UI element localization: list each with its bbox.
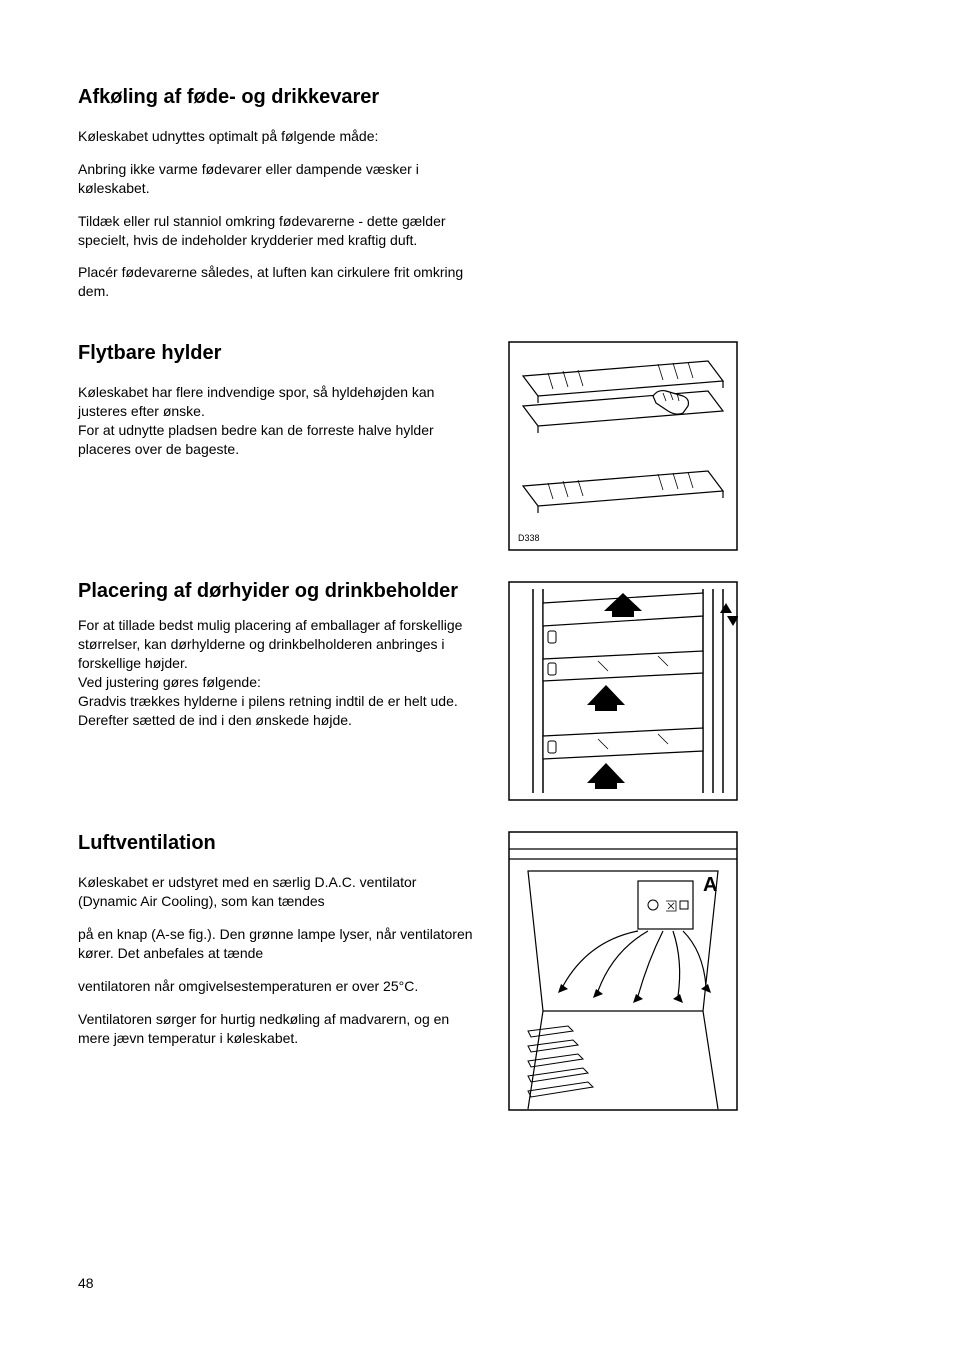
para: på en knap (A-se fig.). Den grønne lampe…	[78, 925, 478, 963]
figure-label-a: A	[703, 874, 717, 896]
para: Ventilatoren sørger for hurtig nedkøling…	[78, 1010, 478, 1048]
para: Placér fødevarerne således, at luften ka…	[78, 263, 478, 301]
para: Køleskabet udnyttes optimalt på følgende…	[78, 127, 478, 146]
door-shelves-diagram-icon	[508, 581, 738, 801]
para: For at tillade bedst mulig placering af …	[78, 616, 478, 673]
para: Anbring ikke varme fødevarer eller dampe…	[78, 160, 478, 198]
text-cooling: Køleskabet udnyttes optimalt på følgende…	[78, 127, 478, 301]
para: Gradvis trækkes hylderne i pilens retnin…	[78, 692, 478, 730]
para: Tildæk eller rul stanniol omkring fødeva…	[78, 212, 478, 250]
heading-door: Placering af dørhyider og drinkbeholder	[78, 581, 478, 602]
page-number: 48	[78, 1275, 94, 1291]
section-cooling: Afkøling af føde- og drikkevarer Køleska…	[78, 85, 876, 301]
para: Køleskabet er udstyret med en særlig D.A…	[78, 873, 478, 911]
figure-shelves: D338	[508, 341, 738, 551]
para: For at udnytte pladsen bedre kan de forr…	[78, 421, 478, 459]
section-door: Placering af dørhyider og drinkbeholder …	[78, 581, 876, 801]
text-ventilation: Luftventilation Køleskabet er udstyret m…	[78, 831, 478, 1111]
shelves-diagram-icon: D338	[508, 341, 738, 551]
para: Ved justering gøres følgende:	[78, 673, 478, 692]
figure-door	[508, 581, 738, 801]
section-shelves: Flytbare hylder Køleskabet har flere ind…	[78, 341, 876, 551]
heading-ventilation: Luftventilation	[78, 831, 478, 855]
figure-label: D338	[518, 533, 540, 543]
para: Køleskabet har flere indvendige spor, så…	[78, 383, 478, 421]
heading-shelves: Flytbare hylder	[78, 341, 478, 365]
text-door: Placering af dørhyider og drinkbeholder …	[78, 581, 478, 801]
para: ventilatoren når omgivelsestemperaturen …	[78, 977, 478, 996]
ventilation-diagram-icon: A	[508, 831, 738, 1111]
section-ventilation: Luftventilation Køleskabet er udstyret m…	[78, 831, 876, 1111]
heading-cooling: Afkøling af føde- og drikkevarer	[78, 85, 876, 109]
figure-ventilation: A	[508, 831, 738, 1111]
text-shelves: Flytbare hylder Køleskabet har flere ind…	[78, 341, 478, 551]
